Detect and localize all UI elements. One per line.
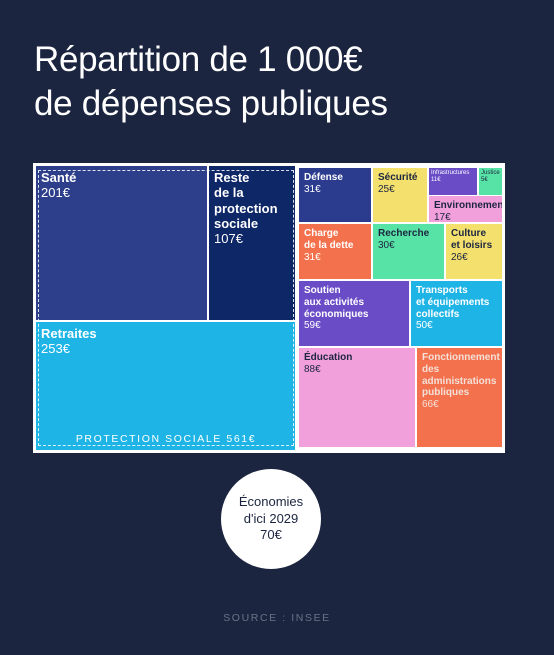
treemap-cell-environnement: Environnement 17€: [429, 196, 502, 222]
treemap-cell-defense: Défense 31€: [299, 168, 371, 222]
treemap-label-fonctionnement-des-administrations-publiques: Fonctionnement des administrations publi…: [422, 352, 500, 399]
source-note: SOURCE : INSEE: [223, 612, 331, 624]
savings-value: 70€: [260, 527, 282, 543]
treemap-value-education: 88€: [304, 363, 321, 375]
treemap-value-environnement: 17€: [434, 211, 451, 222]
treemap-value-infrastructures: 11€: [431, 177, 441, 184]
treemap-cell-infrastructures: Infrastructures 11€: [429, 168, 477, 195]
treemap-label-justice: Justice: [481, 170, 500, 176]
chart-title: Répartition de 1 000€ de dépenses publiq…: [34, 38, 388, 126]
treemap-value-charge-de-la-dette: 31€: [304, 251, 321, 263]
treemap-value-transports-et-equipements-collectifs: 50€: [416, 320, 433, 332]
chart-title-line-2: de dépenses publiques: [34, 84, 388, 123]
savings-line-2: d'ici 2029: [243, 510, 299, 526]
treemap-cell-recherche: Recherche 30€: [373, 224, 444, 279]
treemap-label-recherche: Recherche: [378, 228, 430, 239]
treemap-label-defense: Défense: [304, 172, 343, 183]
savings-line-1: Économies: [238, 493, 304, 509]
treemap-label-culture-et-loisirs: Culture et loisirs: [451, 228, 493, 251]
treemap-label-retraites: Retraites: [41, 326, 97, 341]
treemap-value-culture-et-loisirs: 26€: [451, 251, 468, 263]
treemap-cell-securite: Sécurité 25€: [373, 168, 427, 222]
treemap-value-sante: 201€: [41, 185, 70, 201]
treemap-label-transports-et-equipements-collectifs: Transports et équipements collectifs: [416, 285, 490, 320]
treemap-label-securite: Sécurité: [378, 172, 418, 183]
savings-badge: Économies d'ici 2029 70€: [221, 469, 321, 569]
treemap-cell-education: Éducation 88€: [299, 348, 415, 447]
treemap-cell-reste-de-la-protection-sociale: Reste de la protection sociale 107€: [209, 166, 295, 320]
protection-sociale-group-label: PROTECTION SOCIALE 561€: [38, 433, 294, 445]
treemap-label-charge-de-la-dette: Charge de la dette: [304, 228, 354, 251]
treemap-cell-retraites: Retraites 253€: [36, 322, 295, 450]
treemap: Santé 201€ Reste de la protection sociale 1…: [33, 163, 505, 453]
treemap-value-soutien-aux-activites-economiques: 59€: [304, 320, 321, 332]
treemap-label-soutien-aux-activites-economiques: Soutien aux activités économiques: [304, 285, 369, 320]
treemap-cell-fonctionnement-des-administrations-publiques: Fonctionnement des administrations publi…: [417, 348, 502, 447]
treemap-cell-sante: Santé 201€: [36, 166, 207, 320]
treemap-value-securite: 25€: [378, 183, 395, 195]
treemap-cell-transports-et-equipements-collectifs: Transports et équipements collectifs 50€: [411, 281, 502, 346]
treemap-value-justice: 5€: [481, 177, 488, 184]
treemap-value-recherche: 30€: [378, 239, 395, 251]
treemap-label-reste-de-la-protection-sociale: Reste de la protection sociale: [214, 170, 278, 231]
treemap-label-education: Éducation: [304, 352, 353, 363]
treemap-cell-justice: Justice 5€: [479, 168, 502, 195]
treemap-cell-soutien-aux-activites-economiques: Soutien aux activités économiques 59€: [299, 281, 409, 346]
chart-title-line-1: Répartition de 1 000€: [34, 40, 363, 79]
treemap-value-defense: 31€: [304, 183, 321, 195]
treemap-value-retraites: 253€: [41, 341, 70, 357]
treemap-label-sante: Santé: [41, 170, 77, 185]
treemap-value-reste-de-la-protection-sociale: 107€: [214, 231, 243, 247]
treemap-label-environnement: Environnement: [434, 200, 502, 211]
treemap-label-infrastructures: Infrastructures: [431, 170, 470, 176]
treemap-value-fonctionnement-des-administrations-publiques: 66€: [422, 399, 439, 411]
treemap-cell-culture-et-loisirs: Culture et loisirs 26€: [446, 224, 502, 279]
treemap-cell-charge-de-la-dette: Charge de la dette 31€: [299, 224, 371, 279]
